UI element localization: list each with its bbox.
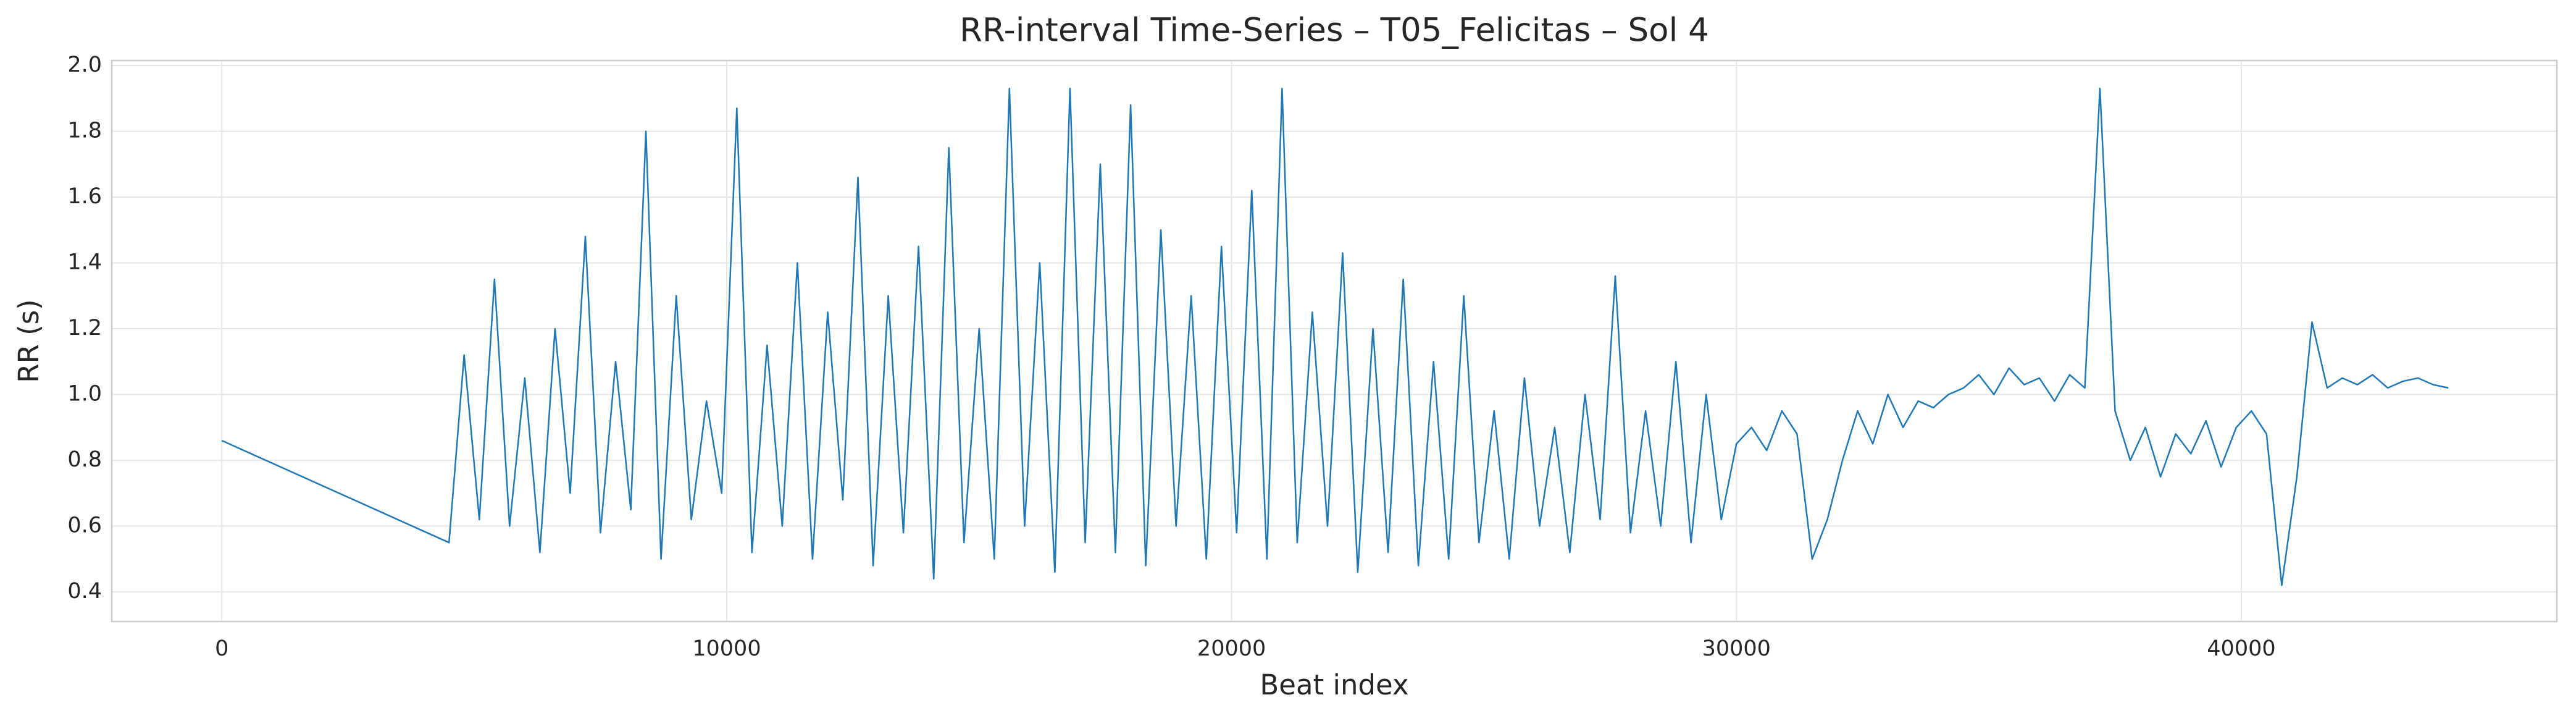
x-tick-label: 20000 [1197,636,1266,661]
data-line [221,88,2449,586]
y-tick-label: 1.0 [67,382,102,407]
y-tick-label: 1.2 [67,316,102,340]
y-tick-label: 2.0 [67,53,102,77]
y-tick-label: 0.8 [67,447,102,472]
y-tick-label: 1.4 [67,250,102,275]
y-tick-label: 0.4 [67,579,102,604]
x-tick-label: 10000 [692,636,761,661]
y-axis-label: RR (s) [12,299,45,382]
y-tick-label: 0.6 [67,513,102,538]
plot-frame [111,59,2558,623]
x-tick-label: 30000 [1702,636,1771,661]
x-tick-label: 40000 [2207,636,2275,661]
y-tick-label: 1.8 [67,118,102,143]
chart-title: RR-interval Time-Series – T05_Felicitas … [960,12,1709,49]
x-tick-label: 0 [215,636,228,661]
x-axis-label: Beat index [1260,668,1408,701]
y-tick-label: 1.6 [67,184,102,209]
